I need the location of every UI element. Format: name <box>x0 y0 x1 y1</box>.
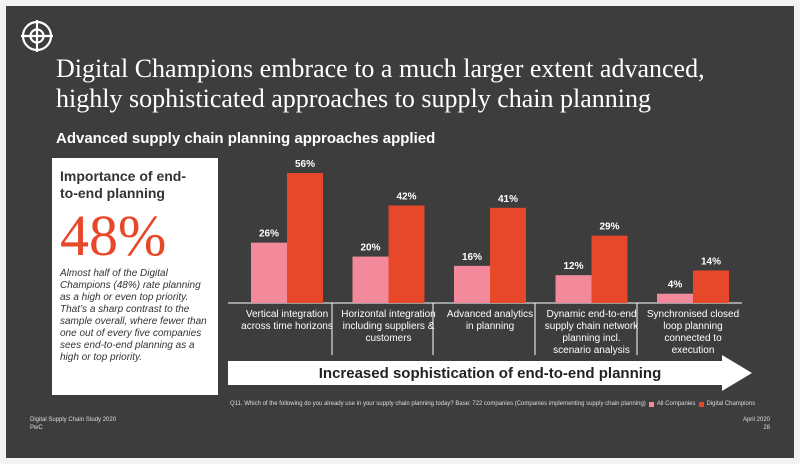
arrow <box>228 355 752 391</box>
legend-swatch <box>648 401 654 407</box>
legend-label: Digital Champions <box>706 401 756 407</box>
footer-right: April 2020 28 <box>743 416 770 432</box>
bar <box>388 205 425 303</box>
category-label: Dynamic end-to-end supply chain network … <box>544 309 639 356</box>
bar <box>454 265 490 303</box>
value-label: 16% <box>462 252 482 263</box>
title-line: Digital Champions embrace to a much larg… <box>56 54 705 83</box>
value-label: 41% <box>498 194 518 205</box>
value-label: 29% <box>599 222 619 233</box>
footer-text: 28 <box>763 425 770 431</box>
bar <box>693 270 729 303</box>
value-label: 42% <box>396 192 416 203</box>
logo <box>21 20 53 52</box>
footer-text: April 2020 <box>742 417 770 423</box>
bar <box>287 173 323 303</box>
footer-text: PwC <box>30 425 43 431</box>
footer-text: Digital Supply Chain Study 2020 <box>30 417 117 423</box>
bar <box>591 235 628 303</box>
category-label: Horizontal integration including supplie… <box>341 309 436 344</box>
footnote-row: Q11. Which of the following do you alrea… <box>230 401 755 407</box>
legend: All Companies Digital Champions <box>648 401 756 407</box>
bar <box>555 275 592 303</box>
highlight-box: Importance of end-to-end planning 48% Al… <box>52 158 218 395</box>
separators <box>331 303 638 355</box>
category-label: Vertical integration across time horizon… <box>241 309 333 332</box>
value-label: 14% <box>701 257 721 268</box>
category-label: Advanced analytics in planning <box>446 309 534 332</box>
footnote: Q11. Which of the following do you alrea… <box>230 401 646 407</box>
bar <box>352 256 389 303</box>
value-label: 26% <box>259 229 279 240</box>
arrow-label: Increased sophistication of end-to-end p… <box>319 365 662 382</box>
value-label: 56% <box>295 159 315 170</box>
value-label: 4% <box>668 280 683 291</box>
highlight-heading: Importance of end-to-end planning <box>60 168 187 201</box>
value-label: 20% <box>360 243 380 254</box>
subtitle: Advanced supply chain planning approache… <box>56 130 436 147</box>
legend-label: All Companies <box>656 401 696 407</box>
bar <box>490 207 526 303</box>
category-label: Synchronised closed loop planning connec… <box>646 309 740 356</box>
value-label: 12% <box>563 261 583 272</box>
legend-swatch <box>698 401 704 407</box>
bar <box>251 242 287 303</box>
footer-left: Digital Supply Chain Study 2020 PwC <box>30 416 116 432</box>
bar <box>657 293 693 303</box>
highlight-figure: 48% <box>60 203 167 268</box>
highlight-text: Almost half of the Digital Champions (48… <box>60 268 207 363</box>
title-line: highly sophisticated approaches to suppl… <box>56 84 651 113</box>
